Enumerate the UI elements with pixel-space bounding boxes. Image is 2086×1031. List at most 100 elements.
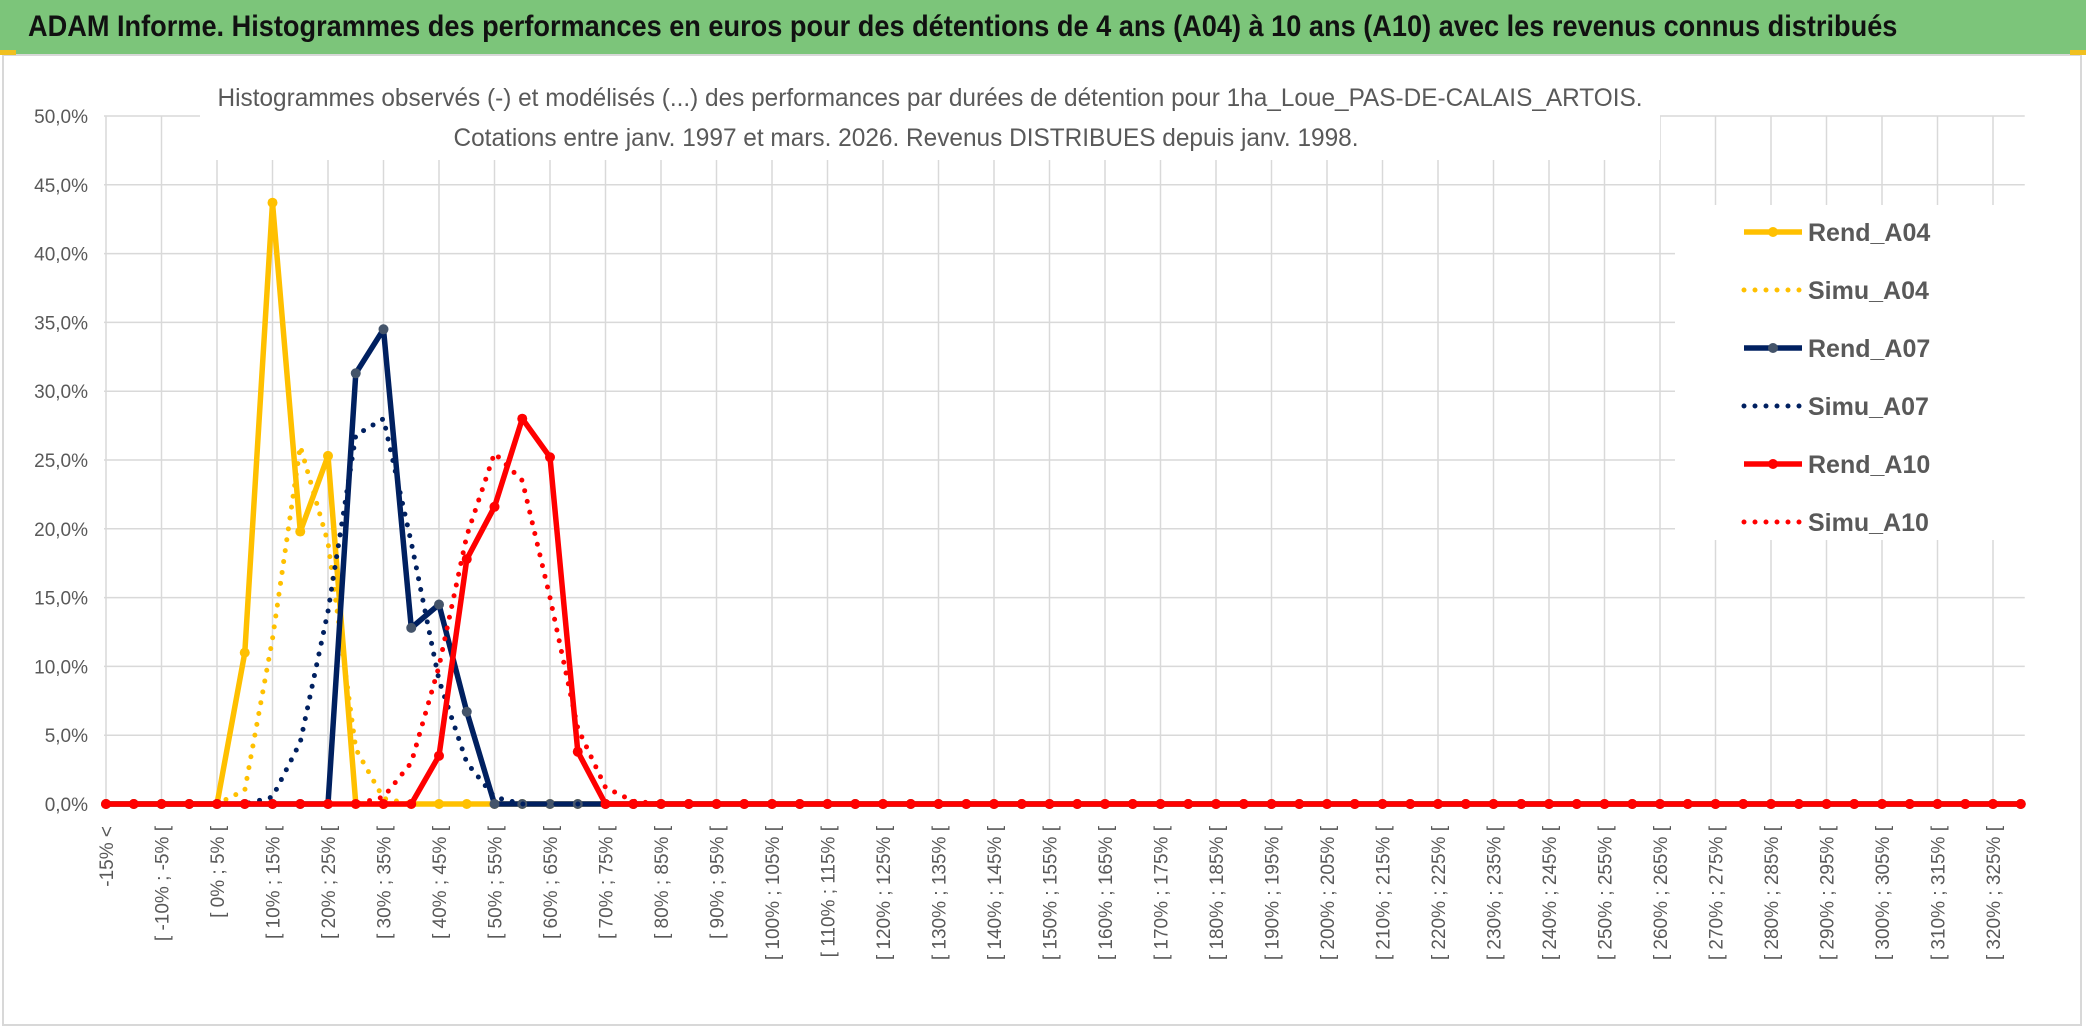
data-point-Rend_A10: [1877, 799, 1887, 809]
y-tick-label: 20,0%: [34, 520, 88, 541]
x-tick-label: [ 130% ; 135% [: [930, 825, 951, 960]
data-point-Rend_A10: [1627, 799, 1638, 809]
x-tick-label: [ 170% ; 175% [: [1152, 825, 1173, 960]
legend-label-Rend_A10: Rend_A10: [1808, 451, 1930, 479]
data-point-Rend_A10: [1766, 799, 1776, 809]
data-point-Rend_A10: [1460, 799, 1471, 809]
data-point-Rend_A07: [406, 622, 417, 633]
data-point-Rend_A10: [1294, 799, 1305, 809]
y-tick-label: 30,0%: [34, 382, 88, 403]
data-point-Rend_A10: [184, 799, 195, 809]
data-point-Rend_A10: [1405, 799, 1416, 809]
report-banner: ADAM Informe. Histogrammes des performan…: [0, 0, 2086, 54]
series-line-Simu_A10: [103, 450, 2024, 807]
data-point-Rend_A10: [572, 746, 583, 757]
data-point-Rend_A04: [267, 197, 278, 208]
legend-marker-Rend_A07: [1768, 343, 1778, 353]
x-tick-label: [ 0% ; 5% [: [208, 825, 229, 918]
series-layer: [101, 197, 2026, 809]
x-axis-ticks: -15% < [ -10% ; -5% [[ 0% ; 5% [[ 10% ; 1…: [97, 825, 2005, 960]
y-tick-label: 10,0%: [34, 657, 88, 678]
x-tick-label: [ 150% ; 155% [: [1041, 825, 1062, 960]
data-point-Rend_A10: [1044, 799, 1055, 809]
chart-title: Histogrammes observés (-) et modélisés (…: [200, 74, 1660, 160]
x-tick-label: [ 200% ; 205% [: [1318, 825, 1339, 960]
data-point-Rend_A07: [461, 706, 472, 717]
data-point-Rend_A10: [656, 799, 666, 809]
data-point-Rend_A10: [600, 799, 611, 809]
data-point-Rend_A10: [295, 799, 306, 809]
chart-title-line-1: Histogrammes observés (-) et modélisés (…: [218, 84, 1643, 112]
data-point-Rend_A07: [378, 324, 389, 335]
right-corner-accent: [2070, 50, 2086, 55]
x-tick-label: [ 250% ; 255% [: [1596, 825, 1617, 960]
data-point-Rend_A10: [406, 799, 417, 809]
left-corner-accent: [0, 50, 16, 55]
y-tick-label: 25,0%: [34, 451, 88, 472]
legend-marker-Rend_A10: [1768, 459, 1778, 469]
legend-label-Rend_A07: Rend_A07: [1808, 335, 1930, 363]
data-point-Rend_A10: [545, 452, 555, 463]
x-tick-label: [ 30% ; 35% [: [375, 825, 396, 939]
data-point-Rend_A10: [711, 799, 722, 809]
data-point-Rend_A10: [1682, 799, 1693, 809]
data-point-Rend_A10: [1988, 799, 1998, 809]
x-tick-label: [ 140% ; 145% [: [985, 825, 1006, 960]
y-tick-label: 5,0%: [45, 726, 88, 747]
data-point-Rend_A10: [1655, 799, 1665, 809]
data-point-Rend_A10: [378, 799, 389, 809]
data-point-Rend_A04: [239, 647, 250, 658]
x-tick-label: [ 320% ; 325% [: [1984, 825, 2005, 960]
data-point-Rend_A07: [489, 799, 500, 809]
data-point-Rend_A10: [461, 554, 472, 565]
x-tick-label: [ 220% ; 225% [: [1429, 825, 1450, 960]
x-tick-label: [ 90% ; 95% [: [708, 825, 729, 939]
data-point-Rend_A07: [434, 599, 444, 610]
y-tick-label: 15,0%: [34, 589, 88, 610]
data-point-Rend_A10: [878, 799, 888, 809]
x-tick-label: [ 230% ; 235% [: [1485, 825, 1506, 960]
data-point-Rend_A10: [767, 799, 777, 809]
y-axis-ticks: 0,0% 5,0% 10,0% 15,0% 20,0% 25,0% 30,0% 35,0% 40…: [34, 107, 88, 816]
legend-label-Simu_A07: Simu_A07: [1808, 393, 1929, 421]
x-tick-label: [ 240% ; 245% [: [1540, 825, 1561, 960]
x-tick-label: [ 80% ; 85% [: [652, 825, 673, 939]
data-point-Rend_A04: [461, 799, 472, 809]
report-title: ADAM Informe. Histogrammes des performan…: [28, 10, 1898, 43]
x-tick-label: [ 180% ; 185% [: [1207, 825, 1228, 960]
x-tick-label: [ 70% ; 75% [: [597, 825, 618, 939]
data-point-Rend_A10: [517, 413, 528, 424]
x-tick-label: [ 290% ; 295% [: [1818, 825, 1839, 960]
legend-background: [1675, 205, 2030, 540]
data-point-Rend_A10: [1238, 799, 1249, 809]
data-point-Rend_A07: [545, 799, 555, 809]
legend-marker-Rend_A04: [1768, 227, 1778, 237]
chart-title-background: [200, 74, 1660, 160]
data-point-Rend_A10: [1571, 799, 1582, 809]
x-tick-label: [ 190% ; 195% [: [1263, 825, 1284, 960]
data-point-Rend_A10: [1821, 799, 1832, 809]
legend-label-Simu_A10: Simu_A10: [1808, 509, 1929, 537]
x-tick-label: [ 160% ; 165% [: [1096, 825, 1117, 960]
x-tick-label: [ 280% ; 285% [: [1762, 825, 1783, 960]
y-tick-label: 45,0%: [34, 176, 88, 197]
data-point-Rend_A10: [489, 501, 500, 512]
y-tick-label: 50,0%: [34, 107, 88, 128]
x-tick-label: [ 10% ; 15% [: [264, 825, 285, 939]
chart-title-line-2: Cotations entre janv. 1997 et mars. 2026…: [454, 124, 1359, 152]
data-point-Rend_A10: [1183, 799, 1194, 809]
x-tick-label: [ 100% ; 105% [: [763, 825, 784, 960]
x-tick-label: [ 60% ; 65% [: [541, 825, 562, 939]
data-point-Rend_A10: [434, 750, 444, 761]
data-point-Rend_A04: [295, 526, 306, 537]
y-tick-label: 35,0%: [34, 313, 88, 334]
data-point-Rend_A10: [128, 799, 139, 809]
data-point-Rend_A10: [1349, 799, 1360, 809]
x-tick-label: [ -10% ; -5% [: [153, 825, 174, 941]
legend-label-Simu_A04: Simu_A04: [1808, 277, 1929, 305]
legend-label-Rend_A04: Rend_A04: [1808, 219, 1930, 247]
chart-frame: [2, 54, 2082, 1026]
x-tick-label: [ 300% ; 305% [: [1873, 825, 1894, 960]
data-point-Rend_A10: [989, 799, 999, 809]
